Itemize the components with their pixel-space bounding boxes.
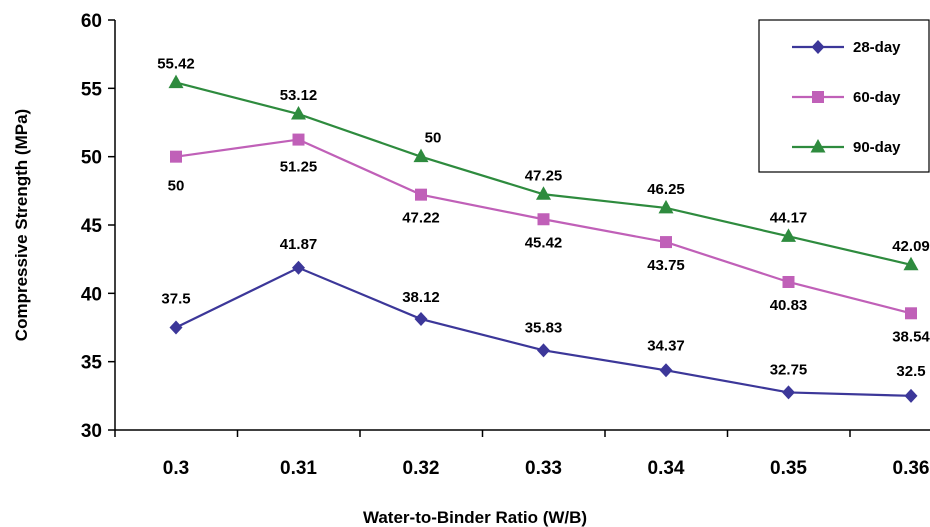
- data-label: 41.87: [280, 236, 318, 253]
- data-label: 34.37: [647, 337, 685, 354]
- series-group: [168, 74, 919, 403]
- y-tick-label: 35: [81, 353, 103, 374]
- series-28-day: [169, 260, 918, 403]
- x-tick-label: 0.34: [648, 458, 685, 479]
- data-point: [782, 275, 795, 288]
- data-labels: 37.5 41.87 38.12 35.83 34.37 32.75 32.5 50 51.25…: [157, 56, 930, 380]
- data-label: 45.42: [525, 234, 563, 251]
- y-axis-ticks: 30 35 40 45 50 55 60: [81, 11, 115, 442]
- data-label: 32.75: [770, 361, 808, 378]
- data-point: [904, 388, 918, 403]
- x-axis-title: Water-to-Binder Ratio (W/B): [363, 508, 587, 527]
- data-label: 37.5: [161, 291, 190, 308]
- x-tick-label: 0.36: [893, 458, 930, 479]
- legend-label: 90-day: [853, 139, 901, 156]
- data-point: [292, 133, 305, 146]
- data-point: [170, 150, 182, 163]
- legend-marker: [811, 40, 825, 54]
- legend-label: 28-day: [853, 39, 901, 56]
- legend: 28-day 60-day 90-day: [758, 19, 930, 173]
- data-label: 47.22: [402, 210, 440, 227]
- data-point: [782, 385, 795, 400]
- data-label: 35.83: [525, 319, 563, 336]
- x-tick-label: 0.3: [163, 458, 189, 479]
- legend-item-28-day: 28-day: [792, 39, 901, 56]
- x-tick-label: 0.31: [280, 458, 317, 479]
- legend-marker: [810, 139, 826, 153]
- x-tick-label: 0.32: [403, 458, 440, 479]
- data-point: [781, 228, 796, 242]
- y-tick-label: 50: [81, 148, 102, 169]
- series-60-day: [170, 133, 917, 320]
- y-tick-label: 30: [81, 421, 102, 442]
- data-point: [537, 343, 550, 358]
- data-point: [659, 363, 673, 378]
- x-tick-label: 0.35: [770, 458, 807, 479]
- y-tick-label: 60: [81, 11, 102, 32]
- data-point: [414, 312, 428, 327]
- legend-item-90-day: 90-day: [792, 139, 901, 156]
- data-point: [658, 199, 674, 214]
- y-tick-label: 55: [81, 79, 103, 100]
- data-point: [169, 320, 183, 335]
- data-point: [415, 188, 427, 201]
- data-point: [903, 256, 919, 271]
- data-label: 50: [168, 178, 185, 195]
- data-point: [168, 74, 184, 89]
- data-label: 42.09: [892, 238, 930, 255]
- data-label: 55.42: [157, 56, 195, 73]
- data-point: [291, 106, 306, 120]
- data-label: 53.12: [280, 87, 318, 104]
- data-point: [292, 260, 305, 275]
- data-point: [413, 148, 429, 163]
- data-point: [536, 186, 551, 200]
- data-point: [660, 236, 672, 249]
- data-label: 51.25: [280, 159, 318, 176]
- data-label: 38.54: [892, 328, 930, 345]
- y-tick-label: 40: [81, 284, 102, 305]
- data-label: 38.12: [402, 289, 440, 306]
- x-tick-label: 0.33: [525, 458, 562, 479]
- series-90-day: [168, 74, 919, 271]
- data-label: 32.5: [896, 363, 925, 380]
- legend-label: 60-day: [853, 89, 901, 106]
- legend-marker: [812, 91, 824, 103]
- data-label: 43.75: [647, 257, 685, 274]
- y-tick-label: 45: [81, 216, 103, 237]
- data-point: [905, 307, 917, 320]
- data-point: [537, 213, 550, 226]
- data-label: 50: [425, 130, 442, 147]
- data-label: 46.25: [647, 181, 685, 198]
- y-axis-title: Compressive Strength (MPa): [12, 109, 31, 341]
- data-label: 47.25: [525, 167, 563, 184]
- data-label: 44.17: [770, 209, 808, 226]
- legend-item-60-day: 60-day: [792, 89, 901, 106]
- x-axis-ticks: 0.3 0.31 0.32 0.33 0.34 0.35 0.36: [114, 430, 930, 479]
- data-label: 40.83: [770, 297, 808, 314]
